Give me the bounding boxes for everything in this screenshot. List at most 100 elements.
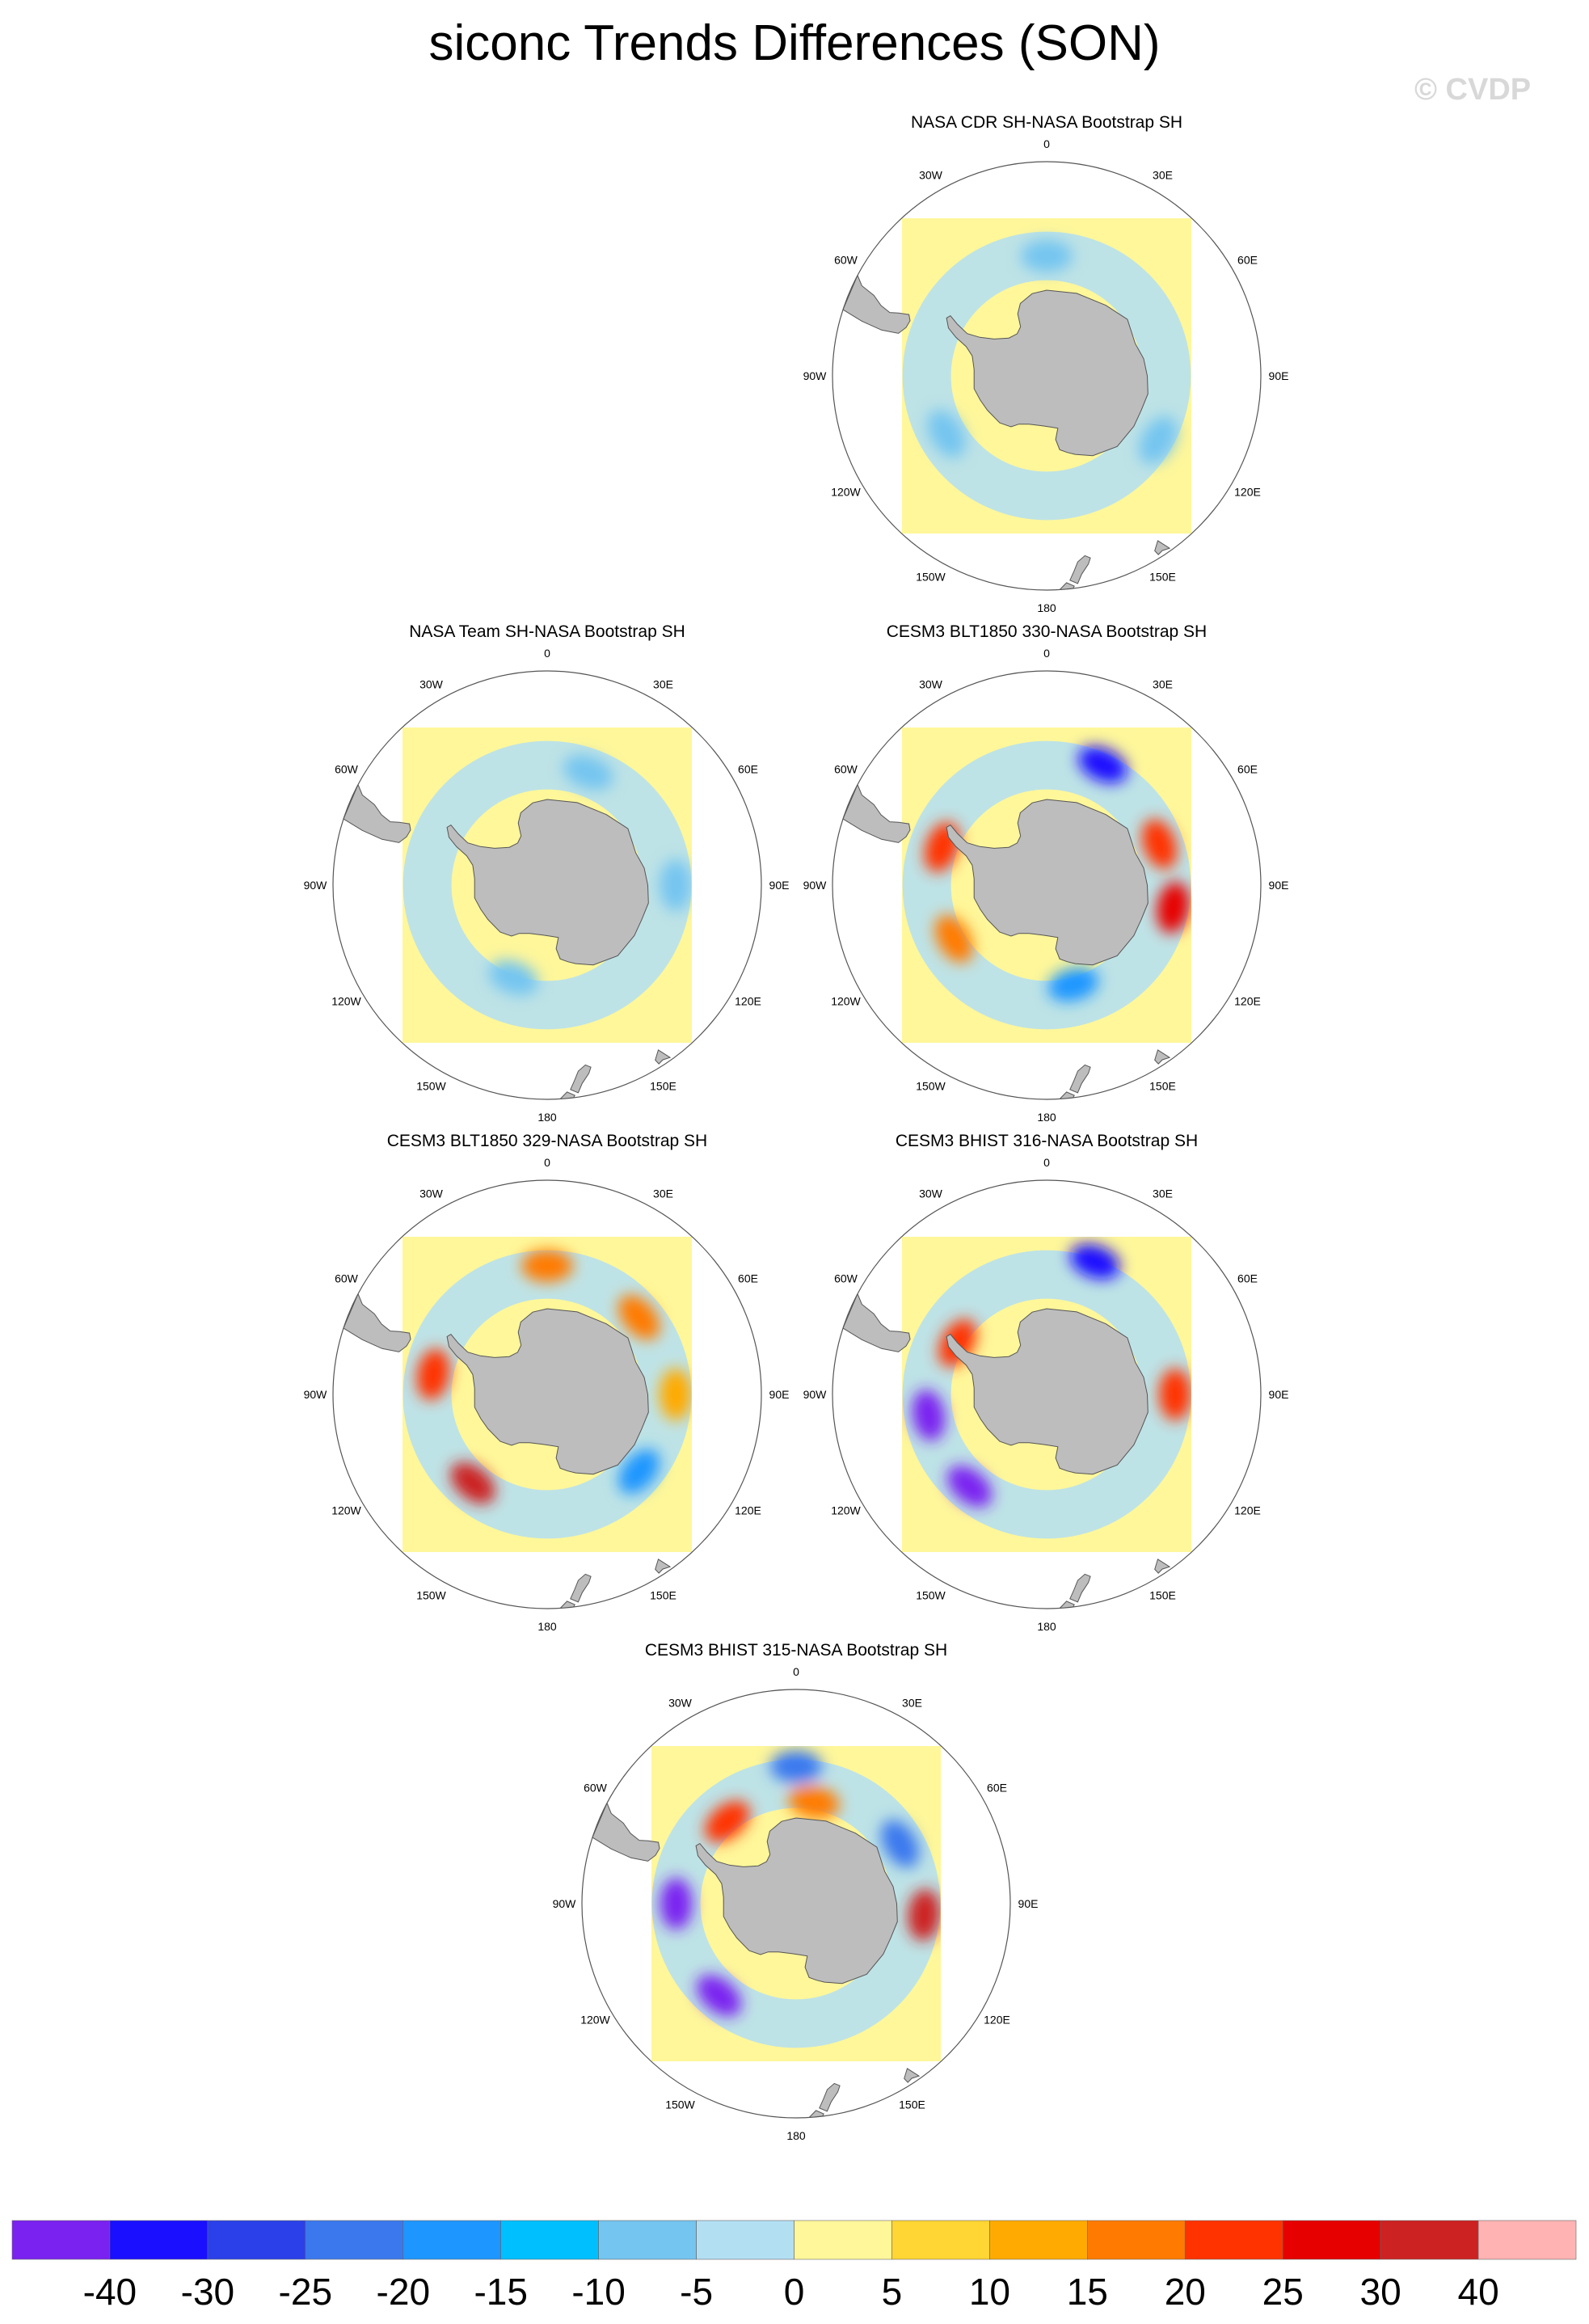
longitude-label: 120W xyxy=(831,995,861,1008)
longitude-label: 150E xyxy=(650,1589,676,1602)
longitude-label: 90W xyxy=(803,879,828,892)
colorbar-label: 40 xyxy=(1458,2271,1499,2313)
watermark: © CVDP xyxy=(1414,73,1532,107)
tasmania xyxy=(655,1049,672,1065)
colorbar-label: -5 xyxy=(680,2271,713,2313)
longitude-label: 90E xyxy=(769,879,790,892)
colorbar-swatch xyxy=(305,2220,403,2260)
antarctica xyxy=(946,1308,1149,1475)
anomaly-patch xyxy=(450,1461,495,1504)
longitude-label: 180 xyxy=(1037,601,1056,614)
longitude-label: 60E xyxy=(738,763,758,776)
anomaly-patch xyxy=(908,1888,941,1941)
colorbar-swatch xyxy=(1477,2220,1577,2260)
colorbar-swatch xyxy=(696,2220,794,2260)
new-zealand xyxy=(1069,555,1091,584)
antarctica xyxy=(695,1817,898,1984)
longitude-label: 120W xyxy=(831,1504,861,1517)
colorbar-swatch xyxy=(500,2220,599,2260)
anomaly-patch xyxy=(618,1449,660,1495)
anomaly-patch xyxy=(416,1348,450,1400)
longitude-label: 30W xyxy=(668,1697,693,1710)
longitude-label: 30E xyxy=(902,1697,922,1710)
antarctica xyxy=(446,1308,649,1475)
colorbar-label: -30 xyxy=(181,2271,234,2313)
anomaly-patch xyxy=(696,1975,742,2017)
longitude-label: 90W xyxy=(304,879,328,892)
longitude-label: 60E xyxy=(1237,763,1258,776)
longitude-label: 30W xyxy=(419,678,444,691)
longitude-label: 90W xyxy=(803,1388,828,1401)
anomaly-patch xyxy=(788,1786,840,1820)
anomaly-patch xyxy=(946,1466,993,1508)
tasmania xyxy=(1154,540,1171,555)
anomaly-patch xyxy=(705,1800,750,1843)
longitude-label: 150E xyxy=(1149,571,1176,584)
longitude-label: 120W xyxy=(331,1504,361,1517)
anomaly-patch xyxy=(563,754,613,791)
map-boundary xyxy=(332,670,762,1100)
anomaly-patch xyxy=(618,1294,660,1340)
antarctica xyxy=(946,799,1149,966)
colorbar-swatch xyxy=(1087,2220,1186,2260)
colorbar-label: 30 xyxy=(1360,2271,1401,2313)
longitude-label: 120W xyxy=(831,486,861,499)
colorbar-swatch xyxy=(1282,2220,1381,2260)
map-boundary xyxy=(832,1179,1262,1609)
longitude-label: 90E xyxy=(1269,1388,1289,1401)
anomaly-patch xyxy=(1157,881,1191,934)
south-america xyxy=(842,274,911,334)
longitude-label: 150E xyxy=(899,2098,925,2111)
map-panel: CESM3 BLT1850 330-NASA Bootstrap SH 0 30E 6… xyxy=(803,622,1289,1124)
colorbar: -40 -30 -25 -20 -15 -10 -5 0 5 10 15 20 25 30 40 xyxy=(11,2220,1577,2313)
anomaly-patch xyxy=(660,859,692,911)
longitude-label: 30E xyxy=(1153,169,1173,182)
colorbar-label: -15 xyxy=(474,2271,527,2313)
colorbar-swatch xyxy=(1380,2220,1479,2260)
longitude-label: 180 xyxy=(537,1620,557,1633)
longitude-label: 60W xyxy=(584,1782,608,1795)
colorbar-swatch xyxy=(1185,2220,1283,2260)
map-boundary xyxy=(832,670,1262,1100)
colorbar-swatch xyxy=(891,2220,990,2260)
map-panel: CESM3 BHIST 316-NASA Bootstrap SH 0 30E 60E… xyxy=(803,1132,1289,1633)
longitude-label: 120E xyxy=(984,2014,1010,2027)
longitude-label: 60E xyxy=(1237,254,1258,267)
map-panel: NASA CDR SH-NASA Bootstrap SH 0 30E 60E 90E 1… xyxy=(803,113,1289,614)
south-america xyxy=(343,1293,411,1352)
anomaly-patch xyxy=(660,1878,693,1930)
longitude-label: 60W xyxy=(834,763,858,776)
map-panel: CESM3 BLT1850 329-NASA Bootstrap SH 0 30E 6… xyxy=(304,1132,790,1633)
colorbar-swatch xyxy=(794,2220,892,2260)
new-zealand xyxy=(819,2082,841,2112)
longitude-label: 180 xyxy=(1037,1620,1056,1633)
longitude-label: 120E xyxy=(1234,995,1261,1008)
longitude-label: 0 xyxy=(1043,647,1050,660)
colorbar-swatch xyxy=(403,2220,501,2260)
longitude-label: 0 xyxy=(544,1156,550,1169)
longitude-label: 0 xyxy=(1043,137,1050,150)
longitude-label: 60E xyxy=(1237,1272,1258,1285)
longitude-label: 150W xyxy=(416,1589,446,1602)
longitude-label: 150E xyxy=(1149,1589,1176,1602)
longitude-label: 0 xyxy=(544,647,550,660)
longitude-label: 150W xyxy=(665,2098,695,2111)
colorbar-label: -20 xyxy=(377,2271,430,2313)
colorbar-swatch xyxy=(109,2220,209,2260)
longitude-label: 180 xyxy=(537,1111,557,1124)
longitude-label: 60E xyxy=(987,1782,1007,1795)
longitude-label: 120W xyxy=(331,995,361,1008)
longitude-label: 150W xyxy=(416,1080,446,1093)
colorbar-label: -25 xyxy=(279,2271,332,2313)
longitude-label: 90E xyxy=(1269,879,1289,892)
longitude-label: 30W xyxy=(919,678,943,691)
map-boundary xyxy=(332,1179,762,1609)
longitude-label: 30W xyxy=(419,1187,444,1200)
longitude-label: 120E xyxy=(735,995,761,1008)
colorbar-label: -10 xyxy=(571,2271,625,2313)
anomaly-patch xyxy=(488,960,539,996)
colorbar-label: 0 xyxy=(784,2271,805,2313)
new-zealand xyxy=(1069,1573,1091,1603)
anomaly-patch xyxy=(1139,416,1178,464)
